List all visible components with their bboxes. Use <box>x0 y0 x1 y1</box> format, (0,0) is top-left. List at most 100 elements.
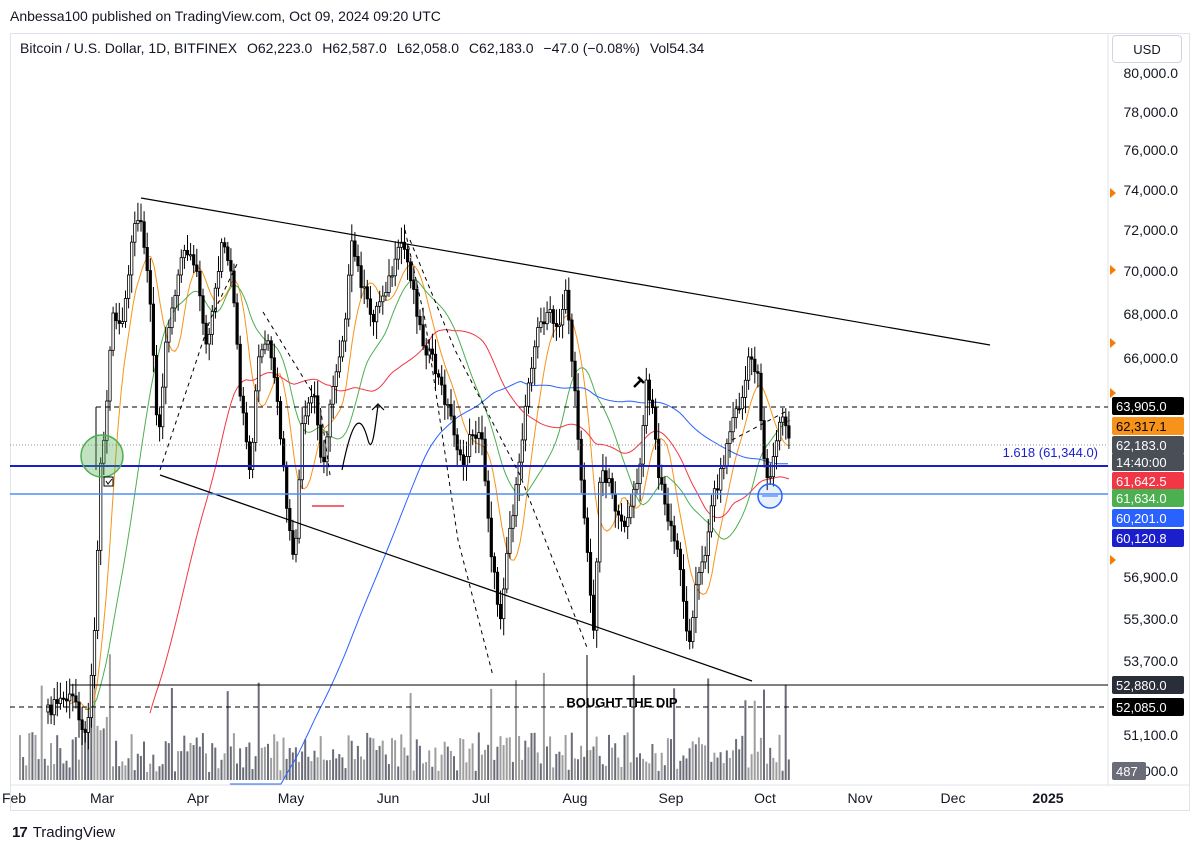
candle-body <box>498 603 503 620</box>
candle-body <box>551 309 555 324</box>
price-tick-label: 76,000.0 <box>1124 142 1179 158</box>
volume-bar <box>660 752 663 780</box>
footer: 17 TradingView <box>12 824 115 841</box>
candle-body <box>278 401 283 440</box>
candle-body <box>148 270 152 305</box>
wedge-lower-trendline[interactable] <box>159 474 753 682</box>
candle-body <box>340 340 345 358</box>
volume-bar <box>87 722 90 780</box>
candle-body <box>176 274 180 297</box>
candle-body <box>61 697 66 700</box>
volume-bar <box>418 745 421 780</box>
volume-bar <box>298 761 300 780</box>
volume-bar <box>381 740 384 780</box>
candle-body <box>139 220 143 223</box>
volume-bar <box>691 741 694 780</box>
price-tick-label: 74,000.0 <box>1124 182 1179 198</box>
candle-body <box>247 441 252 470</box>
chart-frame <box>10 33 1190 811</box>
ohlc-open: O62,223.0 <box>246 40 313 56</box>
candle-body <box>213 287 217 312</box>
volume-bar <box>632 675 635 780</box>
candle-body <box>266 340 270 345</box>
symbol-name[interactable]: Bitcoin / U.S. Dollar, 1D, BITFINEX <box>20 40 238 56</box>
candle-body <box>412 280 416 290</box>
volume-bar <box>598 755 601 780</box>
candle-body <box>334 371 338 387</box>
volume-bar <box>62 763 65 780</box>
candle-body <box>716 488 720 491</box>
alert-flag-icon <box>1110 555 1116 565</box>
candle-body <box>675 540 679 550</box>
candle-body <box>384 292 388 297</box>
price-tag: 52,085.0 <box>1112 698 1184 716</box>
candle-body <box>356 256 360 267</box>
volume-bar <box>738 749 741 780</box>
candle-body <box>480 432 484 440</box>
volume-bar <box>68 767 71 780</box>
publish-line: Anbessa100 published on TradingView.com,… <box>10 8 441 24</box>
volume-bar <box>422 763 424 780</box>
volume-bar <box>592 746 595 780</box>
currency-button[interactable]: USD <box>1112 35 1182 63</box>
candle-body <box>127 274 131 299</box>
volume-bar <box>229 746 232 780</box>
volume-bar <box>536 752 539 780</box>
candle-body <box>371 313 376 323</box>
volume-bar <box>477 732 480 780</box>
volume-bar <box>527 747 530 780</box>
candle-body <box>257 356 261 392</box>
volume-bar <box>335 758 338 780</box>
volume-bar <box>561 755 564 780</box>
candle-body <box>120 321 124 324</box>
candle-body <box>114 312 118 322</box>
candle-body <box>157 414 162 428</box>
candle-body <box>272 357 276 378</box>
volume-bar <box>713 752 716 780</box>
sma-blue-line <box>230 380 788 785</box>
volume-bar <box>666 738 669 780</box>
volume-bar <box>37 759 40 780</box>
candle-body <box>467 434 472 457</box>
volume-bar <box>704 745 707 780</box>
moving-averages <box>69 255 791 785</box>
time-axis[interactable]: Feb Mar Apr May Jun Jul Aug Sep Oct Nov Dec 2025 <box>2 790 1064 806</box>
volume-bar <box>310 761 313 780</box>
volume-bar <box>313 750 316 780</box>
volume-bar <box>434 747 437 780</box>
candle-body <box>130 241 134 276</box>
volume-bar <box>71 739 74 780</box>
green-highlight-circle[interactable] <box>80 434 124 478</box>
candle-body <box>539 321 543 328</box>
candle-body <box>195 264 199 272</box>
volume-bar <box>549 736 552 780</box>
volume-bars <box>19 654 790 780</box>
candle-body <box>489 517 493 558</box>
candle-body <box>192 254 196 266</box>
wedge-upper-trendline[interactable] <box>140 197 991 346</box>
volume-bar <box>474 770 477 780</box>
volume-bar <box>267 743 269 780</box>
volume-bar <box>43 758 46 780</box>
price-tag: 62,183.0 <box>1112 436 1184 454</box>
candle-body <box>294 537 298 555</box>
volume-bar <box>369 737 372 780</box>
candle-body <box>281 438 286 468</box>
candle-body <box>592 594 596 631</box>
projection-curve[interactable] <box>341 404 379 471</box>
volume-bar <box>316 757 319 780</box>
volume-bar <box>96 725 99 780</box>
candle-body <box>542 321 546 325</box>
volume-bar <box>496 746 499 780</box>
volume-bar <box>387 764 390 780</box>
alert-flag-icon <box>1110 188 1116 198</box>
volume-bar <box>322 759 325 780</box>
candle-body <box>260 349 264 358</box>
volume-bar <box>617 757 620 780</box>
volume-bar <box>471 743 474 780</box>
candle-body <box>71 693 75 697</box>
candle-body <box>548 309 552 313</box>
volume-bar <box>623 735 626 780</box>
candle-body <box>781 416 785 423</box>
